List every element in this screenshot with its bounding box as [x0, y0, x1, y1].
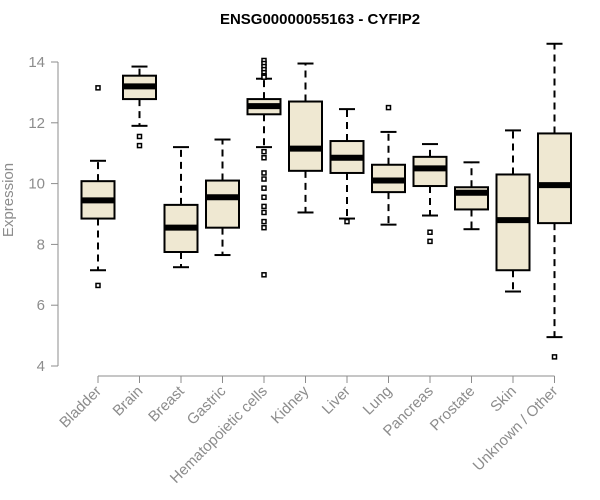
box-gastric [205, 138, 240, 257]
x-tick-label: Skin [487, 383, 520, 416]
box-bladder [80, 85, 116, 289]
outlier-point [95, 85, 101, 91]
x-tick-label: Liver [319, 383, 354, 418]
outlier-point [261, 203, 267, 210]
outlier-point [427, 229, 433, 235]
box-lung [371, 104, 406, 226]
x-tick-label: Breast [145, 382, 188, 425]
outlier-point [136, 142, 143, 149]
outlier-point [261, 194, 267, 201]
outlier-point [344, 218, 350, 225]
box-unknown-other [537, 42, 572, 360]
iqr-box [205, 179, 240, 229]
outlier-point [261, 74, 267, 80]
x-tick-label: Bladder [56, 383, 105, 432]
outlier-point [261, 148, 267, 155]
outlier-point [261, 185, 267, 191]
outlier-point [95, 282, 101, 289]
box-pancreas [412, 143, 448, 245]
outlier-point [551, 354, 558, 360]
iqr-box [288, 100, 323, 172]
y-axis-label: Expression [0, 163, 17, 237]
chart-title: ENSG00000055163 - CYFIP2 [220, 11, 420, 28]
outlier-point [427, 238, 433, 245]
box-hematopoietic-cells [246, 57, 282, 278]
y-tick-label: 8 [37, 236, 45, 253]
y-tick-label: 6 [37, 297, 45, 314]
box-liver [329, 108, 365, 225]
y-tick-label: 10 [28, 176, 45, 193]
y-tick-label: 14 [28, 54, 45, 71]
iqr-box [537, 132, 572, 225]
outlier-point [261, 170, 267, 176]
outlier-point [385, 104, 392, 111]
outlier-point [136, 133, 143, 140]
outlier-point [261, 224, 267, 231]
outlier-point [261, 218, 267, 225]
boxes-group [80, 42, 572, 360]
y-tick-label: 12 [28, 115, 45, 132]
y-tick-label: 4 [37, 358, 45, 375]
outlier-point [261, 176, 267, 182]
box-breast [163, 146, 199, 269]
x-tick-label: Brain [110, 383, 147, 420]
box-prostate [454, 161, 489, 231]
x-tick-label: Kidney [268, 382, 313, 427]
outlier-point [261, 272, 267, 278]
outlier-point [261, 209, 267, 216]
x-tick-label: Lung [360, 383, 396, 419]
x-tick-label: Prostate [427, 383, 479, 435]
iqr-box [412, 155, 448, 188]
y-axis: 4 6 8 10 12 14 [28, 54, 59, 375]
box-brain [122, 65, 157, 149]
box-kidney [288, 62, 323, 214]
outlier-point [261, 155, 267, 161]
box-skin [495, 129, 531, 293]
